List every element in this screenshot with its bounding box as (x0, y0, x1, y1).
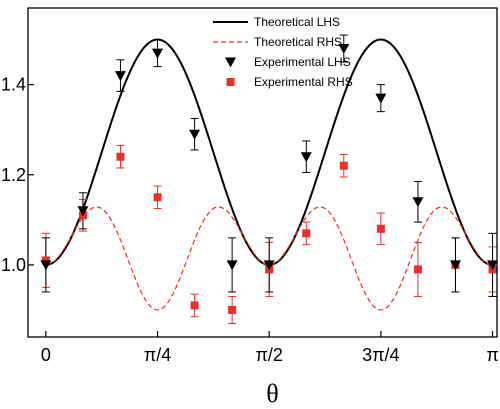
x-axis-title: θ (266, 379, 278, 408)
experimental-rhs-point (190, 301, 199, 310)
theoretical-lhs-curve (45, 38, 493, 266)
experimental-rhs-point (339, 161, 348, 170)
legend-swatch (226, 78, 235, 86)
experimental-rhs-point (228, 305, 237, 314)
y-tick-label: 1.2 (1, 165, 26, 185)
experimental-lhs-point (487, 260, 499, 271)
experimental-lhs-point (263, 260, 275, 271)
plot-frame (27, 7, 498, 338)
experimental-rhs-point (41, 256, 50, 265)
ticks-layer: 0 π/4 π/2 3π/4 π 1.0 1.2 1.4 (1, 75, 499, 365)
experimental-rhs-point (302, 229, 311, 238)
x-tick-label: 0 (41, 345, 51, 365)
theoretical-rhs-curve (45, 206, 493, 311)
experimental-rhs-point (153, 193, 162, 202)
experimental-lhs-point (77, 206, 89, 217)
experimental-lhs-point (449, 260, 461, 271)
experimental-lhs-point (412, 197, 424, 208)
experimental-lhs-point (152, 48, 164, 59)
x-tick-label: π/4 (144, 345, 171, 365)
legend-label: Theoretical LHS (254, 15, 340, 29)
experimental-lhs-point (226, 260, 238, 271)
experimental-lhs-point (189, 129, 201, 140)
legend: Theoretical LHS Theoretical RHS Experiment… (213, 15, 353, 89)
legend-label: Experimental LHS (254, 55, 351, 69)
experimental-rhs-point (116, 152, 125, 161)
x-tick-label: π (486, 345, 498, 365)
y-tick-label: 1.4 (1, 75, 26, 95)
experimental-rhs-point (413, 265, 422, 274)
legend-label: Theoretical RHS (254, 35, 342, 49)
experimental-lhs-point (114, 71, 126, 82)
legend-swatch (225, 57, 236, 68)
legend-label: Experimental RHS (254, 75, 353, 89)
y-tick-label: 1.0 (1, 255, 26, 275)
x-tick-label: 3π/4 (362, 345, 399, 365)
experimental-lhs-point (338, 44, 350, 55)
experimental-rhs-point (376, 224, 385, 233)
experimental-lhs-point (300, 152, 312, 163)
experimental-lhs-point (375, 93, 387, 104)
experimental-lhs-point (40, 260, 52, 271)
points-layer (40, 34, 499, 324)
x-tick-label: π/2 (255, 345, 282, 365)
